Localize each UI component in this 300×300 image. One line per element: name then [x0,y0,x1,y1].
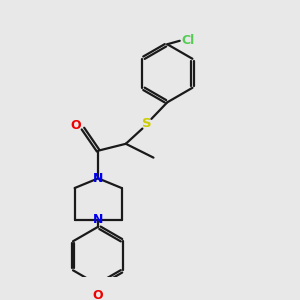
Text: Cl: Cl [181,34,194,47]
Text: S: S [142,117,152,130]
Text: N: N [93,213,103,226]
Text: N: N [93,172,103,185]
Text: O: O [71,119,81,132]
Text: O: O [93,290,104,300]
